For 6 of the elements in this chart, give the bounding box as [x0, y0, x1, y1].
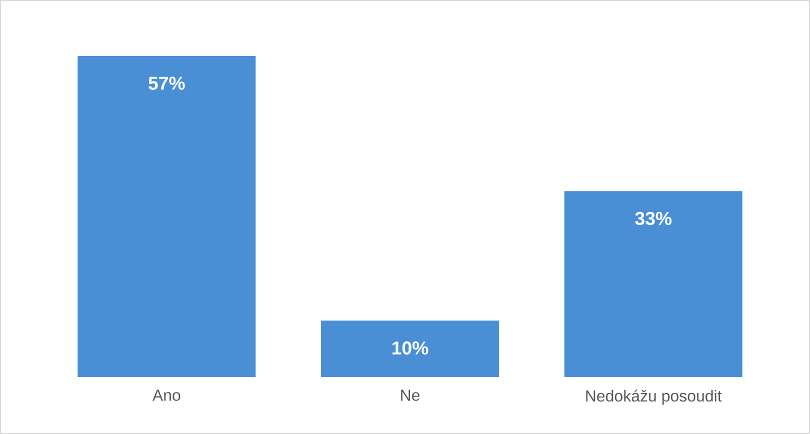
data-label: 33%: [635, 212, 672, 226]
data-label: 57%: [148, 76, 185, 90]
data-label: 10%: [392, 341, 428, 355]
x-tick-label: Ne: [401, 390, 420, 401]
x-tick-label: Ano: [152, 390, 180, 401]
x-tick-label: Nedokážu posoudit: [586, 390, 722, 405]
